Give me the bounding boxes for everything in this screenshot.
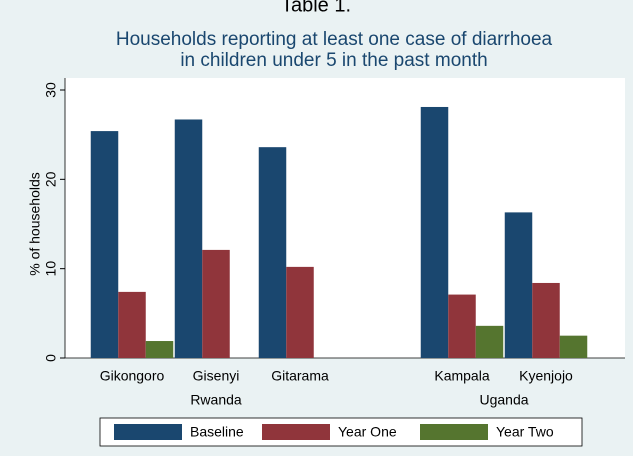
bar xyxy=(475,325,504,358)
bar xyxy=(448,294,476,358)
y-tick-label: 10 xyxy=(43,261,59,277)
bar xyxy=(559,335,588,358)
x-tick-label: Gikongoro xyxy=(100,368,165,384)
bar xyxy=(286,266,314,358)
y-tick-label: 0 xyxy=(43,354,59,362)
bar xyxy=(202,249,230,358)
x-tick-label: Gisenyi xyxy=(193,368,240,384)
legend-label: Year Two xyxy=(496,424,554,440)
bar xyxy=(258,147,287,358)
group-label: Uganda xyxy=(479,392,528,408)
bar xyxy=(420,106,449,359)
bar xyxy=(532,282,560,358)
y-axis-label: % of households xyxy=(27,172,43,276)
legend-label: Baseline xyxy=(190,424,244,440)
legend-swatch xyxy=(420,424,488,440)
header: Table 1. xyxy=(281,0,351,16)
bar xyxy=(174,119,203,358)
chart-title: in children under 5 in the past month xyxy=(180,50,487,71)
bar xyxy=(118,291,146,358)
legend-swatch xyxy=(262,424,330,440)
group-label: Rwanda xyxy=(190,392,242,408)
legend-label: Year One xyxy=(338,424,397,440)
legend-swatch xyxy=(114,424,182,440)
y-tick-label: 30 xyxy=(43,82,59,98)
y-tick-label: 20 xyxy=(43,171,59,187)
bar xyxy=(90,131,119,358)
x-tick-label: Kyenjojo xyxy=(519,368,573,384)
bar xyxy=(145,341,174,358)
x-tick-label: Gitarama xyxy=(271,368,329,384)
x-tick-label: Kampala xyxy=(434,368,489,384)
chart-title: Households reporting at least one case o… xyxy=(116,29,553,50)
bar xyxy=(504,212,533,358)
